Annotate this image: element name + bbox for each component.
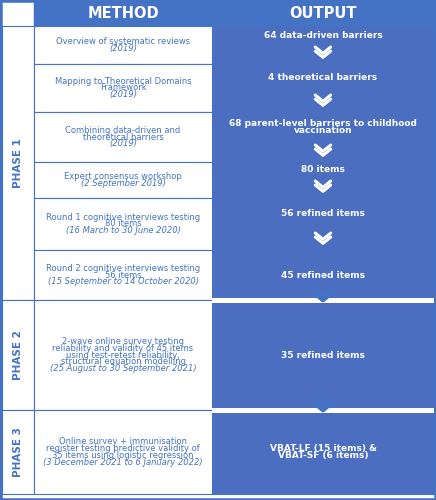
Text: 2-wave online survey testing: 2-wave online survey testing [62, 336, 184, 345]
Bar [2, 410, 34, 494]
Bar [212, 408, 434, 413]
Text: METHOD: METHOD [87, 6, 159, 20]
Text: 80 items: 80 items [105, 220, 141, 228]
Text: theoretical barriers: theoretical barriers [82, 132, 164, 141]
Bar [212, 410, 434, 494]
Text: Framework: Framework [100, 84, 146, 92]
Text: structural equation modelling: structural equation modelling [61, 358, 185, 366]
Bar [212, 300, 434, 410]
Text: (16 March to 30 June 2020): (16 March to 30 June 2020) [65, 226, 181, 235]
Text: Online survey + immunisation: Online survey + immunisation [59, 437, 187, 446]
Bar [2, 300, 34, 410]
Text: Combining data-driven and: Combining data-driven and [65, 126, 181, 134]
Text: (2019): (2019) [109, 44, 137, 53]
Bar [34, 0, 434, 26]
Bar [34, 162, 212, 198]
Text: VBAT-SF (6 items): VBAT-SF (6 items) [278, 452, 368, 460]
Text: Round 1 cognitive interviews testing: Round 1 cognitive interviews testing [46, 212, 200, 222]
Bar [34, 112, 212, 162]
Text: 35 refined items: 35 refined items [281, 350, 365, 360]
Text: 56 items: 56 items [105, 270, 141, 280]
Text: vaccination: vaccination [294, 126, 352, 136]
Text: PHASE 1: PHASE 1 [13, 138, 23, 188]
Text: (25 August to 30 September 2021): (25 August to 30 September 2021) [50, 364, 196, 374]
Text: (2 September 2019): (2 September 2019) [81, 179, 166, 188]
Text: 56 refined items: 56 refined items [281, 210, 365, 218]
Bar [212, 26, 434, 300]
Text: (2019): (2019) [109, 90, 137, 100]
Bar [34, 26, 212, 64]
Bar [34, 300, 212, 410]
Text: (2019): (2019) [109, 140, 137, 148]
Bar [34, 64, 212, 112]
Text: Mapping to Theoretical Domains: Mapping to Theoretical Domains [54, 76, 191, 86]
Text: 68 parent-level barriers to childhood: 68 parent-level barriers to childhood [229, 118, 417, 128]
Bar [34, 198, 212, 250]
Bar [34, 0, 212, 26]
Bar [212, 298, 434, 303]
Text: 45 refined items: 45 refined items [281, 270, 365, 280]
Text: VBAT-LF (15 items) &: VBAT-LF (15 items) & [269, 444, 376, 452]
Text: Expert consensus workshop: Expert consensus workshop [64, 172, 182, 181]
Text: Overview of systematic reviews: Overview of systematic reviews [56, 37, 190, 46]
Text: using test-retest reliability,: using test-retest reliability, [66, 350, 180, 360]
Text: reliability and validity of 45 items: reliability and validity of 45 items [52, 344, 194, 352]
Text: (3 December 2021 to 6 January 2022): (3 December 2021 to 6 January 2022) [43, 458, 203, 467]
Text: register testing predictive validity of: register testing predictive validity of [46, 444, 200, 453]
Text: OUTPUT: OUTPUT [289, 6, 357, 20]
Bar [34, 410, 212, 494]
Text: PHASE 3: PHASE 3 [13, 427, 23, 477]
Text: (15 September to 14 October 2020): (15 September to 14 October 2020) [48, 278, 198, 286]
Text: 64 data-driven barriers: 64 data-driven barriers [264, 30, 382, 40]
Text: PHASE 2: PHASE 2 [13, 330, 23, 380]
Text: 4 theoretical barriers: 4 theoretical barriers [269, 74, 378, 82]
Bar [2, 26, 34, 300]
Bar [34, 250, 212, 300]
Text: 80 items: 80 items [301, 166, 345, 174]
Bar [212, 0, 434, 26]
Text: Round 2 cognitive interviews testing: Round 2 cognitive interviews testing [46, 264, 200, 272]
Text: 35 items using logistic regression: 35 items using logistic regression [52, 451, 194, 460]
